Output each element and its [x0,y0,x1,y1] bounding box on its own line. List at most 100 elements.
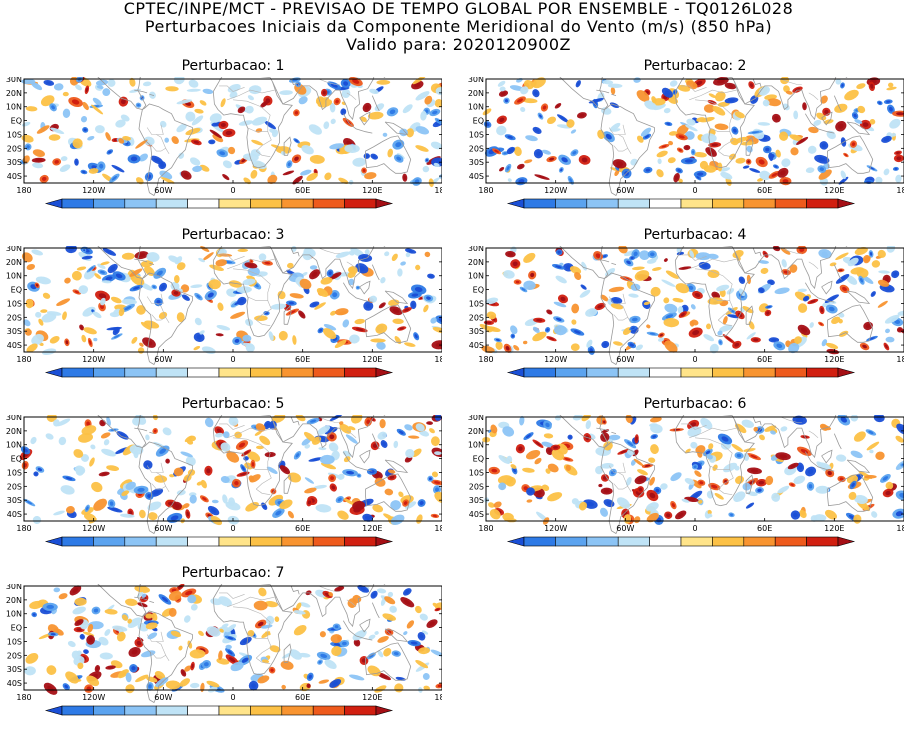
field-blob-core [664,90,671,96]
field-blob [653,103,666,111]
field-blob [421,630,429,635]
colorbar-max-arrow [837,536,856,547]
field-blob-core [535,441,541,446]
field-blob [895,174,902,183]
field-blob-core [153,490,160,495]
field-blob-core [37,467,43,472]
colorbar-label: 6 [311,379,316,380]
colorbar: -10-8-6-4-2246810 [506,198,856,211]
field-blob [434,451,442,456]
field-blob-core [234,338,240,343]
field-blob [869,449,874,454]
colorbar-box [187,198,220,209]
field-blob [636,135,644,143]
field-blob [328,591,334,597]
field-blob [32,149,45,157]
field-blob [277,290,286,300]
field-blob-core [111,508,119,512]
field-blob [185,111,196,122]
field-blob [389,605,397,613]
field-blob [628,293,639,298]
field-blob [78,285,89,295]
field-blob [866,441,880,451]
field-blob-core [774,165,778,168]
field-blob [258,587,267,597]
field-blob-core [776,343,783,349]
colorbar-label: -8 [552,379,560,380]
field-blob [260,624,273,629]
colorbar-box [218,198,251,209]
field-blob-core [161,284,165,290]
field-blob-core [111,175,117,181]
wind-perturbation-field [21,246,442,355]
colorbar-label: 2 [248,548,253,549]
field-blob-core [434,487,440,492]
field-blob-core [546,328,549,332]
field-blob [818,169,832,180]
field-blob-core [196,334,202,340]
field-blob-core [182,671,185,675]
field-blob-core [331,485,336,490]
field-blob-core [758,159,765,165]
field-blob-core [34,472,38,476]
lat-tick-label: 20S [7,144,22,153]
field-blob-core [603,489,610,493]
coastline [846,459,871,474]
lon-tick-label: 60W [154,186,172,195]
field-blob-core [436,608,440,611]
field-blob-core [899,492,904,499]
field-blob [667,96,679,104]
coastline [846,290,871,305]
lon-tick-label: 0 [692,524,697,533]
field-blob-core [677,512,684,518]
coastlines [559,77,874,197]
field-blob [242,278,256,286]
lon-tick-label: 120E [362,524,382,533]
field-blob [731,443,744,452]
field-blob-core [671,503,675,508]
field-blob-core [771,338,777,342]
field-blob-core [838,123,844,129]
country-border [780,416,802,423]
field-blob [139,342,144,347]
coastline [846,121,871,136]
field-blob-core [118,448,126,453]
field-blob-core [569,178,573,183]
field-blob-core [884,344,888,349]
field-blob [154,475,168,483]
colorbar-box [680,536,713,547]
colorbar-box [281,367,314,378]
field-blob-core [310,419,317,423]
colorbar-max-arrow [837,198,856,209]
field-blob-core [644,135,649,139]
field-blob [423,685,430,691]
field-blob [423,304,429,313]
field-blob [875,176,883,184]
field-blob [318,447,327,451]
field-blob [379,419,386,429]
field-blob-core [736,453,742,458]
lon-tick-label: 60E [295,186,310,195]
field-blob-core [793,512,798,518]
field-blob-core [799,247,805,252]
field-blob [608,434,621,441]
lat-tick-label: 20N [6,89,22,98]
field-blob-core [652,435,657,438]
field-blob [499,86,506,92]
field-blob-core [257,621,264,627]
field-blob [176,99,193,105]
field-blob [328,442,339,452]
perturbation-panel-6: Perturbacao: 6 30N 20N 10N EQ 10S 20S 30S 40S 180… [464,396,904,575]
field-blob-core [555,317,562,321]
field-blob [595,465,604,475]
colorbar-label: -4 [152,548,160,549]
field-blob [762,99,770,107]
colorbar-min-arrow [506,367,525,378]
field-blob [162,427,172,436]
field-blob-core [137,103,140,107]
colorbar-label: -8 [552,210,560,211]
field-blob-core [399,430,404,435]
field-blob [648,457,656,463]
coastline [290,247,300,257]
field-blob-core [697,172,704,176]
